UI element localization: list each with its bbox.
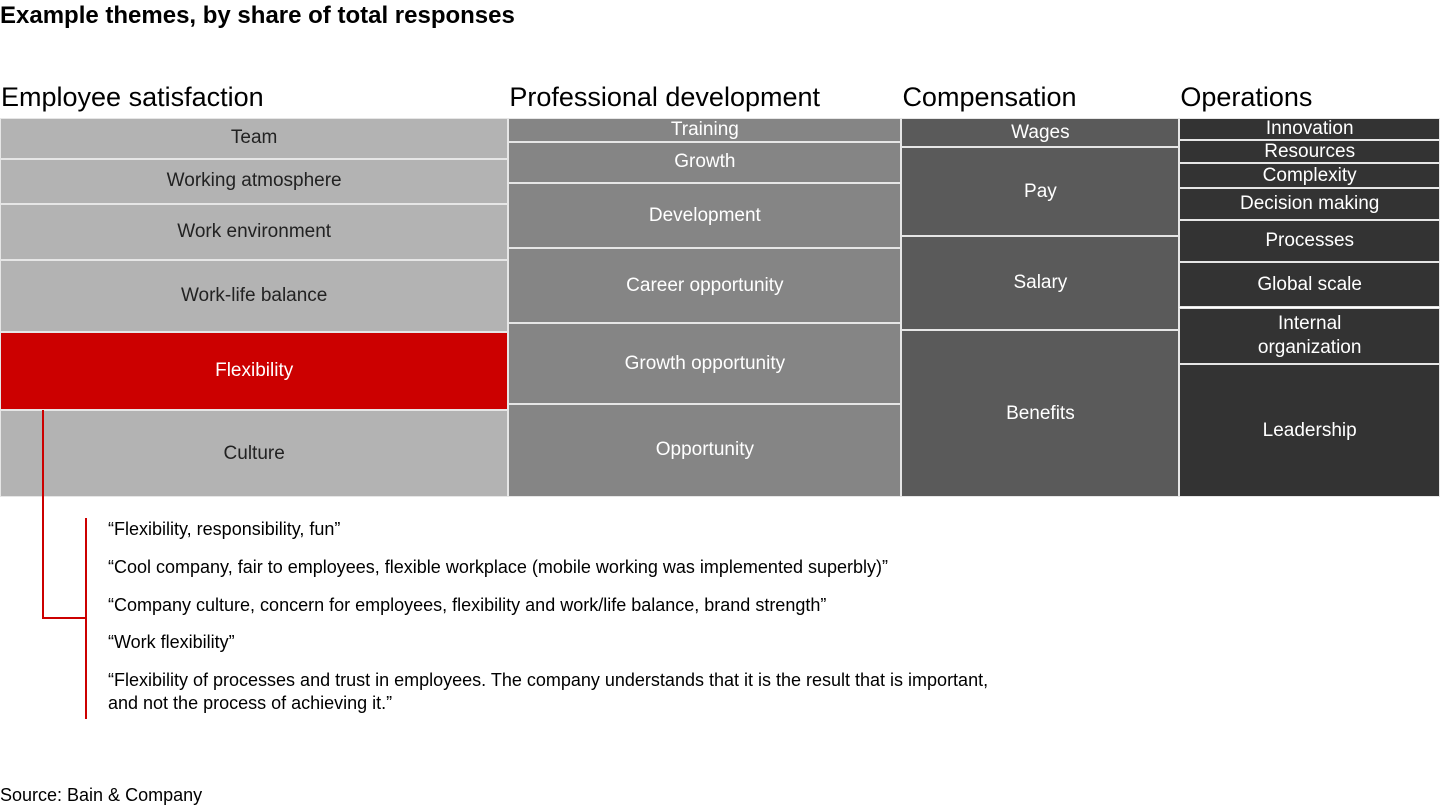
mekko-cell: Resources [1179, 139, 1440, 164]
column-header: Operations [1180, 82, 1313, 112]
quote-4: “Work flexibility” [108, 632, 235, 652]
mekko-cell: Global scale [1179, 262, 1440, 308]
quote-2: “Cool company, fair to employees, flexib… [108, 557, 888, 577]
mekko-cell: Team [0, 118, 509, 159]
quote-3: “Company culture, concern for employees,… [108, 595, 827, 615]
quote-5: “Flexibility of processes and trust in e… [108, 670, 989, 713]
mekko-cell: Work environment [0, 203, 509, 260]
source-note: Source: Bain & Company [0, 785, 203, 805]
column-header: Professional development [509, 82, 820, 112]
column-header: Employee satisfaction [1, 82, 264, 112]
mekko-cell: Working atmosphere [0, 158, 509, 204]
mekko-cell: Training [508, 118, 902, 142]
mekko-cell: Pay [901, 147, 1180, 236]
callout-bracket [85, 518, 87, 719]
mekko-cell: Salary [901, 235, 1180, 331]
mekko-cell: Culture [0, 410, 509, 497]
mekko-cell: Flexibility [0, 331, 509, 411]
mekko-cell: Complexity [1179, 163, 1440, 189]
callout-connector-vertical [42, 410, 44, 619]
mekko-cell: Career opportunity [508, 248, 902, 324]
mekko-cell: Processes [1179, 219, 1440, 263]
mekko-cell: Opportunity [508, 403, 902, 497]
mekko-cell: Development [508, 183, 902, 249]
mekko-cell: Benefits [901, 330, 1180, 497]
callout-connector-horizontal [42, 617, 87, 619]
mekko-cell: Wages [901, 118, 1180, 148]
mekko-cell: Decision making [1179, 188, 1440, 220]
mekko-cell: Growth [508, 141, 902, 184]
chart-title: Example themes, by share of total respon… [0, 2, 515, 29]
mekko-cell: Leadership [1179, 364, 1440, 497]
mekko-cell: Innovation [1179, 118, 1440, 140]
mekko-cell: Growth opportunity [508, 323, 902, 404]
mekko-cell: Work-life balance [0, 259, 509, 332]
mekko-cell: Internal organization [1179, 307, 1440, 365]
quote-1: “Flexibility, responsibility, fun” [108, 519, 341, 539]
column-header: Compensation [902, 82, 1077, 112]
